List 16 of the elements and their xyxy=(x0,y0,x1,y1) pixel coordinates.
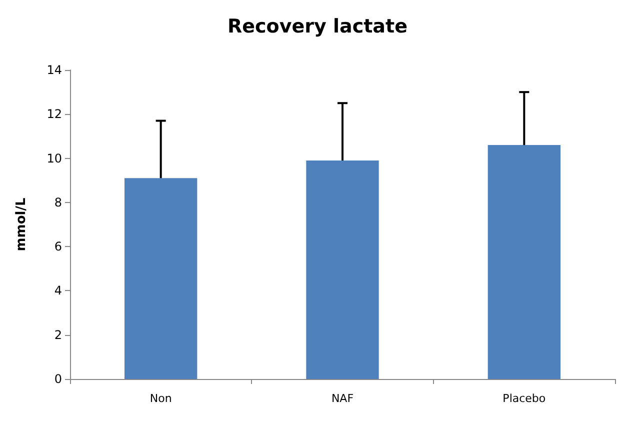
y-axis-title: mmol/L xyxy=(14,198,29,252)
bar xyxy=(488,145,560,379)
y-tick-label: 0 xyxy=(54,372,62,386)
bar xyxy=(306,160,379,379)
y-tick-label: 2 xyxy=(54,328,62,342)
y-tick-label: 4 xyxy=(54,284,62,298)
bar xyxy=(124,178,198,379)
y-tick-label: 14 xyxy=(46,63,62,77)
y-tick-label: 6 xyxy=(54,240,62,254)
chart-title: Recovery lactate xyxy=(228,16,408,38)
y-tick-label: 8 xyxy=(54,195,62,210)
x-tick-label: Non xyxy=(150,392,172,405)
y-tick-label: 12 xyxy=(46,107,62,122)
x-tick-label: Placebo xyxy=(502,392,546,405)
x-tick-label: NAF xyxy=(331,392,354,405)
y-tick-label: 10 xyxy=(46,151,62,166)
